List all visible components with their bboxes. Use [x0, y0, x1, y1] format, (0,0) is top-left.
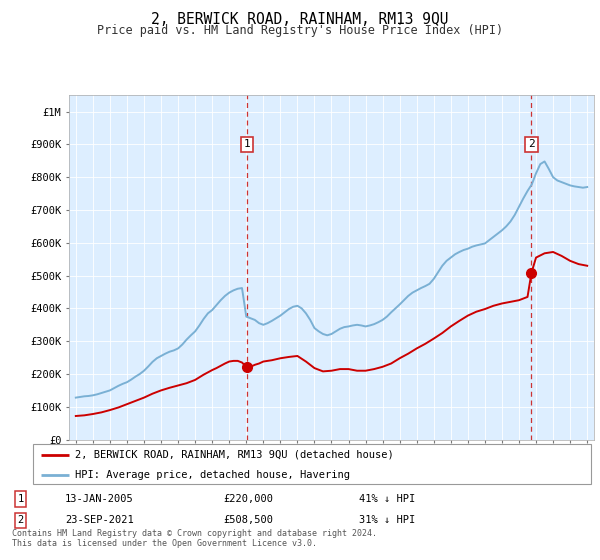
Text: Price paid vs. HM Land Registry's House Price Index (HPI): Price paid vs. HM Land Registry's House …	[97, 24, 503, 36]
FancyBboxPatch shape	[33, 444, 591, 484]
Text: HPI: Average price, detached house, Havering: HPI: Average price, detached house, Have…	[75, 470, 350, 479]
Text: 31% ↓ HPI: 31% ↓ HPI	[359, 515, 415, 525]
Text: 2, BERWICK ROAD, RAINHAM, RM13 9QU (detached house): 2, BERWICK ROAD, RAINHAM, RM13 9QU (deta…	[75, 450, 394, 460]
Text: 23-SEP-2021: 23-SEP-2021	[65, 515, 134, 525]
Text: 2: 2	[17, 515, 24, 525]
Text: 1: 1	[244, 139, 250, 150]
Text: 2, BERWICK ROAD, RAINHAM, RM13 9QU: 2, BERWICK ROAD, RAINHAM, RM13 9QU	[151, 12, 449, 27]
Text: £220,000: £220,000	[224, 494, 274, 504]
Text: £508,500: £508,500	[224, 515, 274, 525]
Text: 13-JAN-2005: 13-JAN-2005	[65, 494, 134, 504]
Text: 41% ↓ HPI: 41% ↓ HPI	[359, 494, 415, 504]
Text: Contains HM Land Registry data © Crown copyright and database right 2024.
This d: Contains HM Land Registry data © Crown c…	[12, 529, 377, 548]
Text: 1: 1	[17, 494, 24, 504]
Text: 2: 2	[528, 139, 535, 150]
